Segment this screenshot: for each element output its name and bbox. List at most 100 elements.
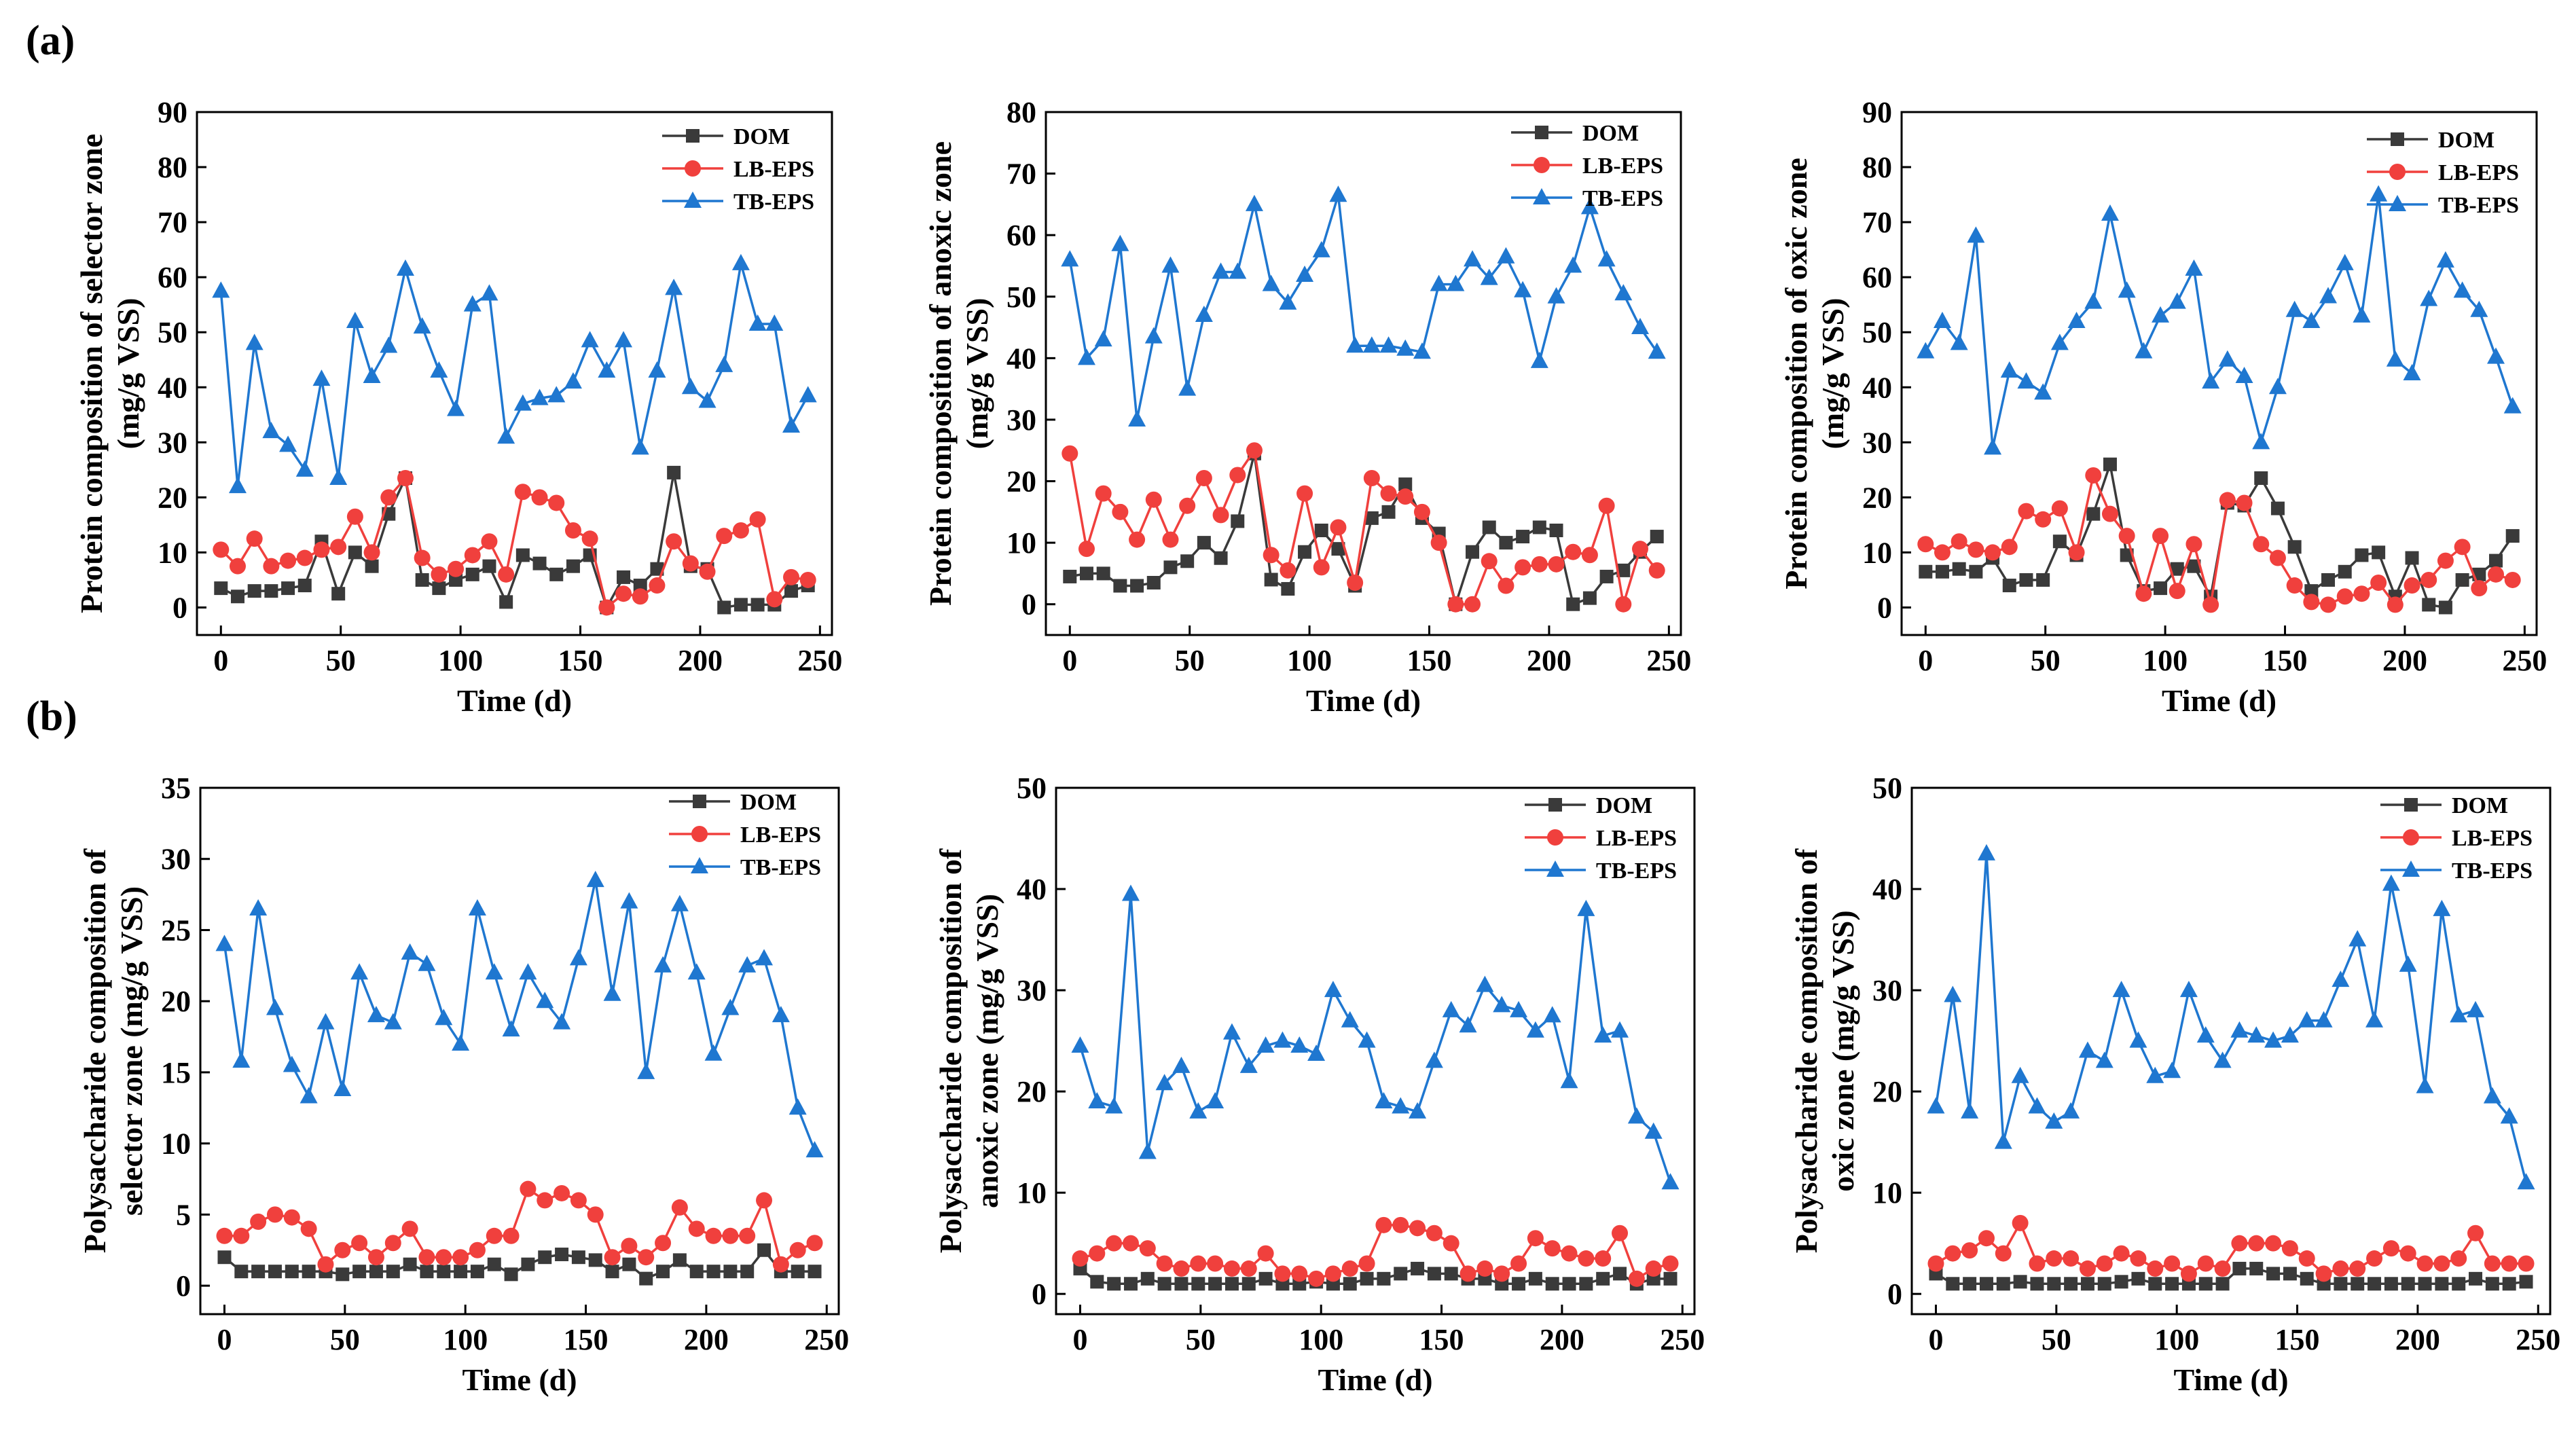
data-point [699, 563, 716, 580]
data-point [2436, 251, 2454, 268]
y-tick-label: 20 [1017, 1075, 1047, 1108]
data-point [1379, 336, 1398, 353]
y-tick-label: 25 [161, 913, 191, 947]
data-point [2268, 378, 2287, 395]
data-point [547, 386, 566, 403]
series-tb-eps [1061, 185, 1666, 427]
data-point [1358, 1255, 1375, 1272]
data-point [296, 549, 313, 566]
data-point [2063, 1250, 2080, 1267]
series-line [223, 879, 816, 1151]
data-point [1324, 1265, 1341, 1282]
data-point [1547, 287, 1565, 304]
data-point [1381, 505, 1396, 519]
data-point [2366, 1250, 2383, 1267]
data-point [2418, 1277, 2432, 1291]
x-tick-label: 250 [2516, 1323, 2560, 1356]
data-point [2047, 1277, 2061, 1291]
data-point [2148, 1277, 2162, 1291]
data-point [420, 1265, 434, 1279]
data-point [1579, 1277, 1593, 1291]
x-tick-label: 100 [443, 1323, 488, 1356]
data-point [2013, 1275, 2027, 1289]
y-tick-label: 30 [158, 426, 187, 459]
data-point [1274, 1265, 1291, 1282]
legend-marker [1548, 798, 1562, 812]
data-point [2101, 505, 2118, 522]
legend: DOM LB-EPS TB-EPS [669, 790, 821, 880]
data-point [806, 1235, 823, 1252]
data-point [1138, 1142, 1157, 1159]
data-point [1071, 1036, 1089, 1053]
data-point [682, 555, 699, 572]
chart-a1: 0 50 100 150 200 250 0 10 20 30 40 50 60 70 80 90 Time (… [74, 96, 842, 718]
data-point [722, 1227, 739, 1244]
data-point [2485, 1277, 2499, 1291]
data-point [504, 1267, 518, 1282]
data-point [1121, 884, 1140, 901]
data-point [1161, 256, 1180, 273]
data-point [2135, 585, 2152, 602]
data-point [1594, 1026, 1612, 1043]
data-point [2387, 596, 2403, 613]
data-point [789, 1241, 806, 1258]
chart-b3: 0 50 100 150 200 250 0 10 20 30 40 50 Time (d) Polysa… [1789, 772, 2560, 1397]
data-point [1514, 559, 1531, 576]
legend-marker [686, 129, 700, 143]
x-axis-title: Time (d) [462, 1362, 577, 1397]
data-point [1191, 1277, 1205, 1291]
data-point [1979, 1277, 1993, 1291]
data-point [666, 533, 683, 550]
data-point [1581, 547, 1598, 564]
series-tb-eps [1927, 844, 2535, 1190]
x-tick-label: 150 [2275, 1323, 2320, 1356]
data-point [1944, 985, 1962, 1002]
legend-marker [2389, 164, 2406, 180]
data-point [620, 892, 638, 909]
data-point [2349, 1260, 2366, 1277]
data-point [1516, 530, 1530, 544]
data-point [1123, 1277, 1138, 1291]
x-tick-label: 100 [2154, 1323, 2199, 1356]
data-point [698, 391, 716, 408]
x-tick-label: 100 [2143, 644, 2188, 677]
data-point [598, 361, 616, 378]
data-point [2500, 1107, 2518, 1124]
data-point [1950, 333, 1968, 350]
data-point [1595, 1250, 1612, 1267]
data-point [2168, 292, 2186, 309]
series-dom [1929, 1261, 2533, 1291]
x-tick-label: 150 [2263, 644, 2308, 677]
data-point [2455, 573, 2469, 587]
data-point [2505, 529, 2520, 543]
data-point [1978, 1230, 1995, 1247]
data-point [1425, 1051, 1443, 1068]
data-point [1145, 491, 1162, 508]
data-point [1380, 485, 1397, 502]
series-tb-eps [212, 253, 817, 494]
data-point [449, 573, 463, 587]
legend: DOM LB-EPS TB-EPS [1511, 121, 1663, 211]
data-point [749, 511, 766, 528]
data-point [497, 427, 515, 444]
data-point [2285, 300, 2304, 317]
x-tick-label: 150 [558, 644, 603, 677]
data-point [799, 571, 816, 588]
x-tick-label: 150 [1407, 644, 1452, 677]
data-point [2247, 1026, 2266, 1043]
legend-label: TB-EPS [1596, 858, 1677, 884]
data-point [1413, 503, 1430, 520]
data-point [1482, 520, 1496, 534]
data-point [2019, 573, 2033, 587]
data-point [2502, 1277, 2516, 1291]
data-point [604, 1249, 621, 1266]
data-point [515, 548, 530, 562]
data-point [2519, 1275, 2533, 1289]
data-point [1396, 339, 1415, 356]
data-point [1984, 438, 2002, 455]
legend: DOM LB-EPS TB-EPS [2367, 128, 2519, 218]
data-point [1206, 1092, 1224, 1109]
data-point [656, 1265, 670, 1279]
legend-label: TB-EPS [2438, 193, 2519, 218]
data-point [2420, 289, 2438, 306]
